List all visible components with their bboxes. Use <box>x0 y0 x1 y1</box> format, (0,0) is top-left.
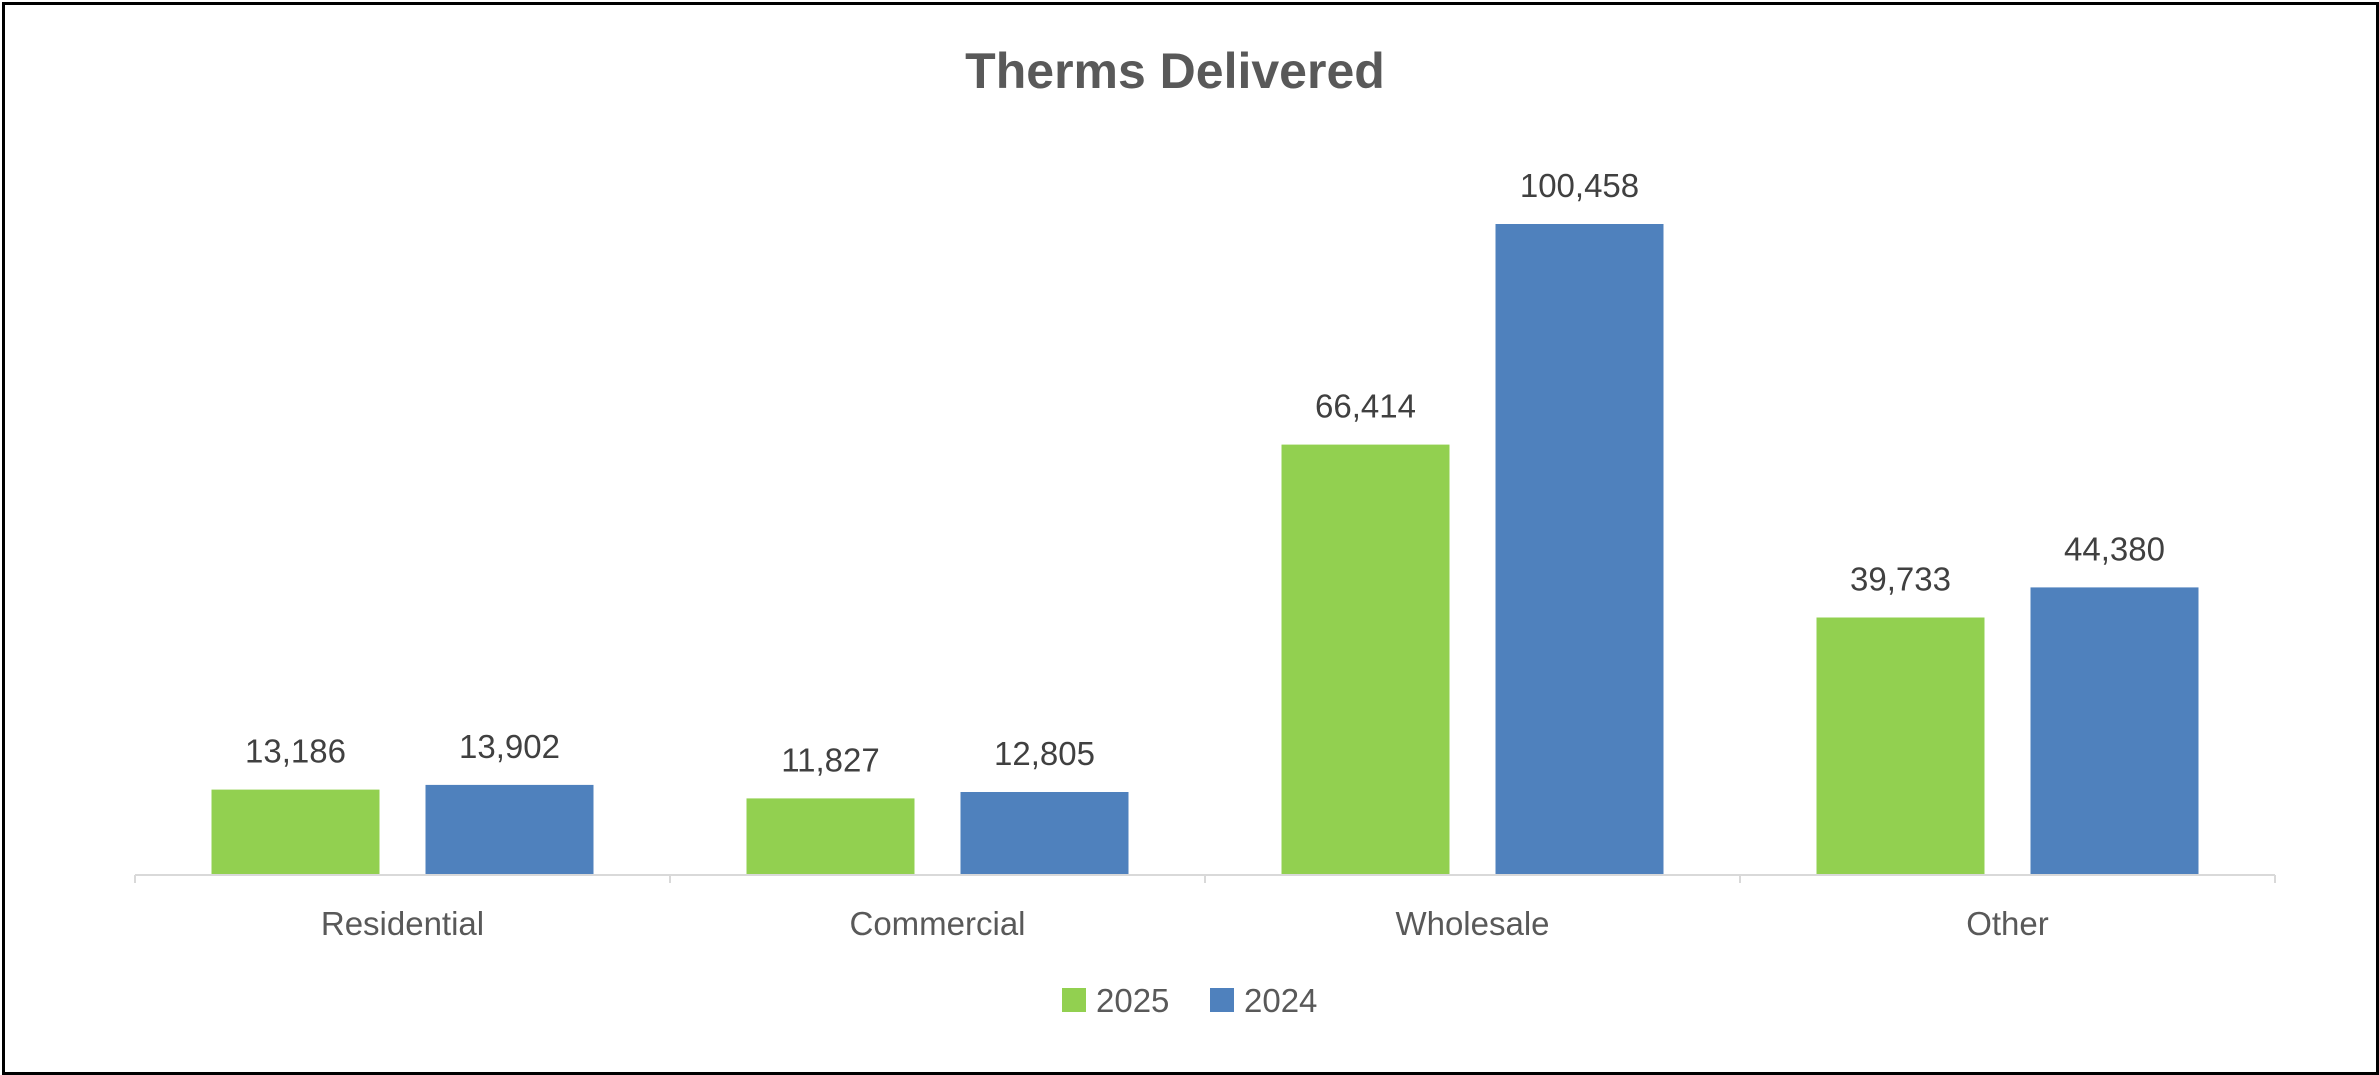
bar-commercial-2024 <box>960 792 1129 875</box>
legend-swatch-2024 <box>1210 988 1234 1012</box>
category-label-residential: Residential <box>321 905 484 942</box>
bar-wholesale-2024 <box>1495 224 1664 875</box>
bar-commercial-2025 <box>746 798 915 875</box>
legend-swatch-2025 <box>1062 988 1086 1012</box>
data-label-commercial-2025: 11,827 <box>781 741 879 778</box>
data-labels-layer: 13,186 13,902 11,827 12,805 66,414 100,458 39,… <box>245 167 2165 778</box>
data-label-wholesale-2024: 100,458 <box>1520 167 1639 204</box>
category-label-other: Other <box>1966 905 2049 942</box>
data-label-wholesale-2025: 66,414 <box>1315 388 1416 425</box>
data-label-residential-2025: 13,186 <box>245 733 346 770</box>
category-label-commercial: Commercial <box>849 905 1025 942</box>
data-label-commercial-2024: 12,805 <box>994 735 1095 772</box>
bar-residential-2024 <box>425 784 594 875</box>
bars-layer <box>211 224 2199 875</box>
x-axis: Residential Commercial Wholesale Other <box>134 874 2276 942</box>
bar-other-2025 <box>1816 617 1985 875</box>
legend-label-2025: 2025 <box>1096 982 1169 1019</box>
category-label-wholesale: Wholesale <box>1395 905 1549 942</box>
chart-title: Therms Delivered <box>965 43 1385 99</box>
bar-wholesale-2025 <box>1281 444 1450 875</box>
legend-label-2024: 2024 <box>1244 982 1317 1019</box>
legend: 2025 2024 <box>1062 982 1317 1019</box>
data-label-residential-2024: 13,902 <box>459 728 560 765</box>
bar-residential-2025 <box>211 789 380 875</box>
data-label-other-2024: 44,380 <box>2064 530 2165 567</box>
data-label-other-2025: 39,733 <box>1850 561 1951 598</box>
bar-other-2024 <box>2030 587 2199 875</box>
